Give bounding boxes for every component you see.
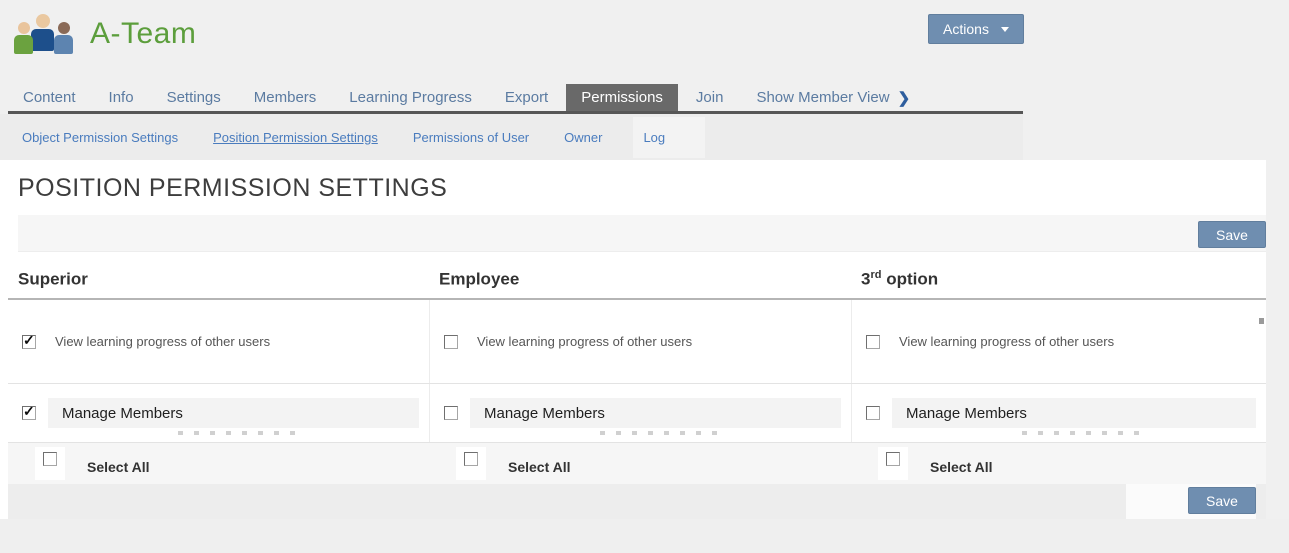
checkbox-superior-manage-members[interactable] — [22, 403, 36, 420]
tab-permissions[interactable]: Permissions — [566, 84, 678, 111]
manage-members-item[interactable]: Manage Members — [892, 398, 1256, 428]
page-title: POSITION PERMISSION SETTINGS — [18, 174, 448, 202]
subnav-log[interactable]: Log — [633, 116, 706, 158]
select-all-label: Select All — [930, 459, 993, 475]
clipped-row-sliver — [1022, 431, 1142, 435]
tab-underline — [8, 111, 1023, 114]
column-header-3rd-option: 3rd option — [861, 269, 939, 289]
checkbox-employee-select-all[interactable] — [464, 452, 478, 466]
select-all-label: Select All — [508, 459, 571, 475]
checkbox-3rd-option-view-learning-progress[interactable] — [866, 334, 880, 349]
tab-join[interactable]: Join — [681, 84, 739, 111]
panel-toolbar: Save — [18, 215, 1266, 252]
permission-row-manage-members: Manage Members Manage Members Manage Mem… — [8, 384, 1266, 443]
select-all-row: Select All Select All Select All — [8, 443, 1266, 484]
tab-label: Export — [504, 89, 549, 106]
permission-cell: Manage Members — [851, 384, 1266, 442]
permission-label: Manage Members — [906, 404, 1027, 422]
subnav-object-permission-settings[interactable]: Object Permission Settings — [22, 129, 179, 145]
permission-label: Manage Members — [62, 404, 183, 422]
sub-navigation: Object Permission Settings Position Perm… — [0, 114, 1023, 160]
permission-label: View learning progress of other users — [477, 334, 693, 349]
column-header-employee: Employee — [439, 270, 520, 289]
permission-cell: View learning progress of other users — [851, 300, 1266, 383]
subnav-position-permission-settings[interactable]: Position Permission Settings — [213, 129, 378, 145]
person-icon — [54, 22, 73, 54]
tab-bar: Content Info Settings Members Learning P… — [8, 84, 928, 111]
checkbox-dock — [35, 447, 65, 480]
logo-row: A-Team — [14, 12, 196, 56]
checkbox-employee-view-learning-progress[interactable] — [444, 334, 458, 349]
person-icon — [31, 14, 54, 51]
permissions-panel: Save Superior Employee 3rd option View l… — [8, 215, 1266, 519]
page-footer — [0, 519, 1289, 553]
tab-label: Members — [253, 89, 317, 106]
permission-cell: View learning progress of other users — [429, 300, 851, 383]
manage-members-item[interactable]: Manage Members — [470, 398, 841, 428]
save-dock: Save — [1126, 484, 1256, 519]
caret-down-icon — [1000, 27, 1009, 36]
person-icon — [14, 22, 33, 54]
tab-export[interactable]: Export — [490, 84, 563, 111]
subnav-permissions-of-user[interactable]: Permissions of User — [412, 129, 530, 145]
scrollbar-thumb[interactable] — [1259, 318, 1264, 324]
save-button-top[interactable]: Save — [1198, 221, 1266, 248]
app-title: A-Team — [90, 17, 197, 50]
tab-members[interactable]: Members — [239, 84, 332, 111]
clipped-row-sliver — [600, 431, 720, 435]
tab-label: Permissions — [581, 89, 663, 106]
subnav-owner[interactable]: Owner — [564, 129, 603, 145]
select-all-cell: Select All — [851, 443, 1266, 484]
permission-label: View learning progress of other users — [55, 334, 271, 349]
column-header-superior: Superior — [18, 270, 88, 289]
tab-label: Learning Progress — [349, 89, 472, 106]
permission-row-view-learning-progress: View learning progress of other users Vi… — [8, 300, 1266, 384]
checkbox-3rd-option-manage-members[interactable] — [866, 406, 880, 420]
permission-label: View learning progress of other users — [899, 334, 1115, 349]
chevron-right-icon: ❯ — [897, 89, 911, 107]
clipped-row-sliver — [178, 431, 298, 435]
main-content: POSITION PERMISSION SETTINGS Save Superi… — [0, 160, 1266, 519]
permission-cell: View learning progress of other users — [8, 300, 429, 383]
tab-content[interactable]: Content — [8, 84, 91, 111]
checkbox-3rd-option-select-all[interactable] — [886, 452, 900, 466]
tab-settings[interactable]: Settings — [152, 84, 236, 111]
checkbox-superior-view-learning-progress[interactable] — [22, 332, 36, 349]
tab-label: Content — [23, 89, 76, 106]
save-button-bottom[interactable]: Save — [1188, 487, 1256, 514]
tab-show-member-view[interactable]: Show Member View ❯ — [741, 84, 925, 111]
tab-label: Show Member View — [756, 89, 890, 106]
tab-label: Info — [108, 89, 134, 106]
select-all-cell: Select All — [429, 443, 851, 484]
actions-button[interactable]: Actions — [928, 14, 1024, 44]
manage-members-item[interactable]: Manage Members — [48, 398, 419, 428]
select-all-cell: Select All — [8, 443, 429, 484]
checkbox-superior-select-all[interactable] — [43, 452, 57, 466]
top-header: A-Team Actions Content Info Settings Mem… — [0, 0, 1289, 160]
select-all-label: Select All — [87, 459, 150, 475]
checkbox-dock — [878, 447, 908, 480]
panel-bottom-bar: Save — [8, 484, 1266, 519]
permission-cell: Manage Members — [8, 384, 429, 442]
actions-button-label: Actions — [943, 21, 989, 37]
checkbox-employee-manage-members[interactable] — [444, 406, 458, 420]
tab-learning-progress[interactable]: Learning Progress — [334, 84, 487, 111]
permission-cell: Manage Members — [429, 384, 851, 442]
column-header-row: Superior Employee 3rd option — [8, 252, 1266, 300]
tab-label: Settings — [166, 89, 221, 106]
permission-label: Manage Members — [484, 404, 605, 422]
tab-info[interactable]: Info — [94, 84, 149, 111]
tab-label: Join — [695, 89, 724, 106]
checkbox-dock — [456, 447, 486, 480]
team-people-icon — [14, 12, 76, 56]
